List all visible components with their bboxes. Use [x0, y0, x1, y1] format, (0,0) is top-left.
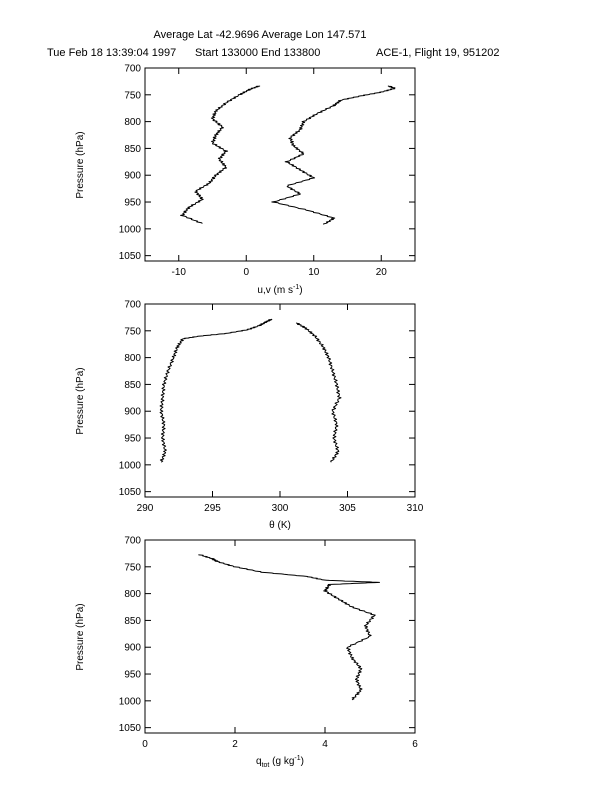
- y-tick-label: 900: [124, 407, 141, 418]
- y-tick-label: 700: [124, 64, 141, 75]
- plot-frame: [144, 67, 416, 262]
- panel-wind: 700 750 800 850 900 950 1000 1050 -10 0 10 20 Press…: [75, 64, 416, 296]
- x-axis-label: qtot (g kg-1): [256, 755, 304, 769]
- axis-ticks: 700 750 800 850 900 950 1000 1050 -10 0 10 20: [119, 64, 415, 278]
- y-axis-label: Pressure (hPa): [75, 603, 86, 670]
- x-tick-label: 300: [272, 503, 289, 514]
- x-tick-label: 20: [376, 267, 388, 278]
- x-tick-label: 310: [407, 503, 424, 514]
- x-tick-label: 295: [204, 503, 221, 514]
- header-start-end: Start 133000 End 133800: [195, 47, 320, 59]
- y-tick-label: 1000: [119, 224, 142, 235]
- axis-ticks: 700 750 800 850 900 950 1000 1050 290 295 300 305 31…: [119, 300, 424, 515]
- header-flight: ACE-1, Flight 19, 951202: [376, 47, 500, 59]
- y-tick-label: 700: [124, 536, 141, 547]
- y-tick-label: 800: [124, 117, 141, 128]
- y-tick-label: 750: [124, 326, 141, 337]
- x-tick-label: 10: [308, 267, 320, 278]
- header-date: Tue Feb 18 13:39:04 1997: [47, 47, 176, 59]
- y-tick-label: 850: [124, 616, 141, 627]
- x-tick-label: -10: [172, 267, 187, 278]
- x-axis-label: θ (K): [269, 520, 291, 531]
- series-line-2: [271, 85, 396, 225]
- y-tick-label: 850: [124, 380, 141, 391]
- series-group: [159, 318, 342, 463]
- x-tick-label: 0: [243, 267, 249, 278]
- series-group: [198, 554, 380, 701]
- panel-theta: 700 750 800 850 900 950 1000 1050 290 295 300 305 31…: [75, 300, 424, 532]
- y-axis-label: Pressure (hPa): [75, 131, 86, 198]
- x-axis-label: u,v (m s-1): [257, 284, 302, 296]
- y-tick-label: 700: [124, 300, 141, 311]
- y-tick-label: 750: [124, 90, 141, 101]
- x-tick-label: 290: [137, 503, 154, 514]
- y-tick-label: 1050: [119, 487, 142, 498]
- x-tick-label: 0: [142, 739, 148, 750]
- y-tick-label: 800: [124, 353, 141, 364]
- series-line-1: [159, 318, 273, 463]
- y-tick-label: 950: [124, 670, 141, 681]
- x-tick-label: 305: [339, 503, 356, 514]
- x-tick-label: 4: [322, 739, 328, 750]
- y-tick-label: 1000: [119, 696, 142, 707]
- y-tick-label: 1050: [119, 723, 142, 734]
- header-coordinates: Average Lat -42.9696 Average Lon 147.571: [153, 29, 366, 41]
- y-tick-label: 950: [124, 198, 141, 209]
- y-tick-label: 850: [124, 144, 141, 155]
- series-line-1: [198, 554, 380, 701]
- y-tick-label: 1050: [119, 251, 142, 262]
- y-tick-label: 900: [124, 643, 141, 654]
- series-line-1: [180, 85, 261, 224]
- series-group: [180, 85, 396, 225]
- y-tick-label: 750: [124, 562, 141, 573]
- y-tick-label: 1000: [119, 460, 142, 471]
- x-tick-label: 2: [232, 739, 238, 750]
- y-tick-label: 950: [124, 434, 141, 445]
- y-axis-label: Pressure (hPa): [75, 367, 86, 434]
- y-tick-label: 800: [124, 589, 141, 600]
- plot-frame: [144, 539, 416, 734]
- series-line-2: [295, 322, 342, 463]
- plot-frame: [144, 303, 416, 498]
- y-tick-label: 900: [124, 171, 141, 182]
- x-tick-label: 6: [412, 739, 418, 750]
